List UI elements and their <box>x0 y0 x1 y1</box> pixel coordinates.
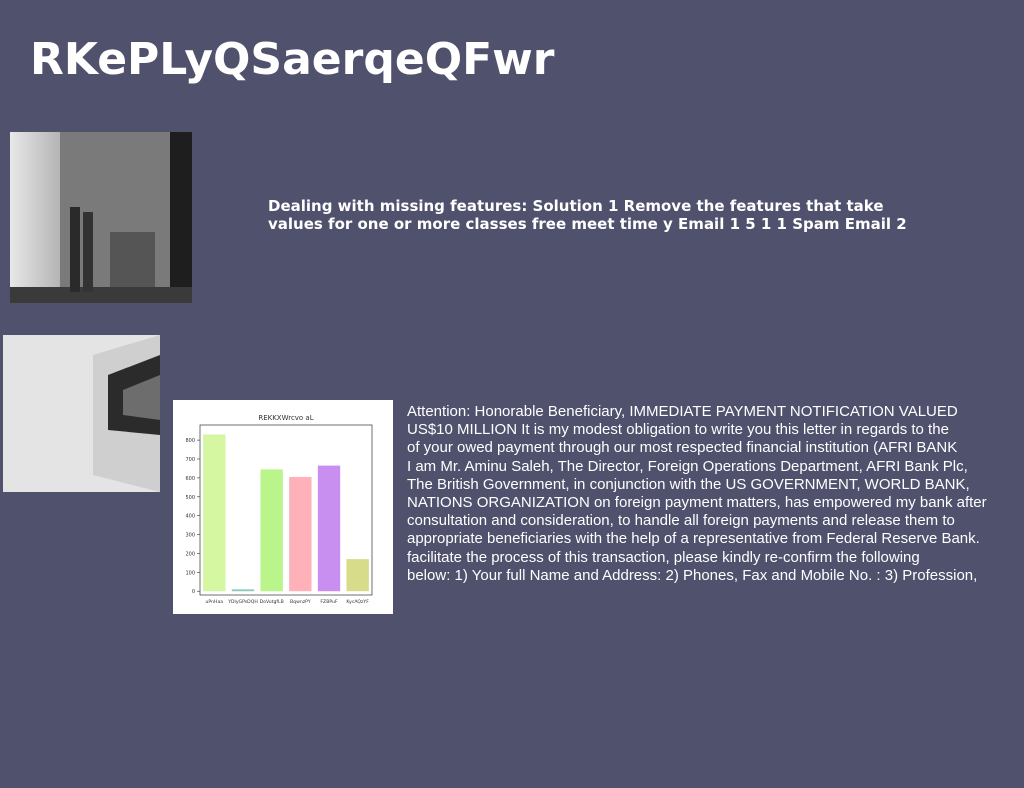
plot-frame <box>199 424 373 596</box>
section-text: Attention: Honorable Beneficiary, IMMEDI… <box>407 403 1024 585</box>
bar <box>317 465 341 592</box>
text-line: Dealing with missing features: Solution … <box>268 197 884 215</box>
section-text: Dealing with missing features: Solution … <box>268 197 907 233</box>
y-tick-label: 500 <box>185 495 195 501</box>
bar <box>260 469 283 592</box>
x-tick-label: FZBPuF <box>320 599 338 605</box>
chart: REKKXWrcvo aL 0 100 200 300 400 500 600 700 800 u… <box>173 400 393 614</box>
page-title: RKePLyQSaerqeQFwr <box>30 34 555 85</box>
text-line: appropriate beneficiaries with the help … <box>407 530 980 548</box>
x-tick-label: KycAQzYF <box>346 599 369 605</box>
y-tick-label: 300 <box>185 533 195 539</box>
y-tick-label: 200 <box>185 551 195 557</box>
text-line: consultation and consideration, to handl… <box>407 512 955 530</box>
text-line: NATIONS ORGANIZATION on foreign payment … <box>407 494 987 512</box>
y-tick-label: 800 <box>185 438 195 444</box>
text-line: facilitate the process of this transacti… <box>407 548 920 566</box>
x-tick-label: BqwnzPY <box>290 599 311 605</box>
x-tick-label: DoVutgfLB <box>260 599 284 605</box>
text-line: The British Government, in conjunction w… <box>407 475 970 493</box>
text-line: values for one or more classes free meet… <box>268 215 907 233</box>
text-line: of your owed payment through our most re… <box>407 439 958 457</box>
text-line: below: 1) Your full Name and Address: 2)… <box>407 566 978 584</box>
chart-title: REKKXWrcvo aL <box>258 414 313 422</box>
y-tick-label: 600 <box>185 476 195 482</box>
bar <box>346 559 369 592</box>
street-photo <box>10 132 192 303</box>
bar <box>231 589 255 592</box>
wall-photo <box>3 335 160 492</box>
text-line: Attention: Honorable Beneficiary, IMMEDI… <box>407 403 958 420</box>
y-tick-label: 400 <box>185 514 195 520</box>
bar <box>289 476 312 592</box>
text-line: I am Mr. Aminu Saleh, The Director, Fore… <box>407 457 968 475</box>
x-tick-label: YDlyGPsDQH <box>227 599 258 605</box>
y-tick-label: 0 <box>192 589 195 595</box>
bar <box>203 434 226 592</box>
y-tick-label: 100 <box>185 570 195 576</box>
y-tick-label: 700 <box>185 457 195 463</box>
x-tick-label: uPnHaa <box>206 599 224 605</box>
text-line: US$10 MILLION It is my modest obligation… <box>407 421 949 439</box>
